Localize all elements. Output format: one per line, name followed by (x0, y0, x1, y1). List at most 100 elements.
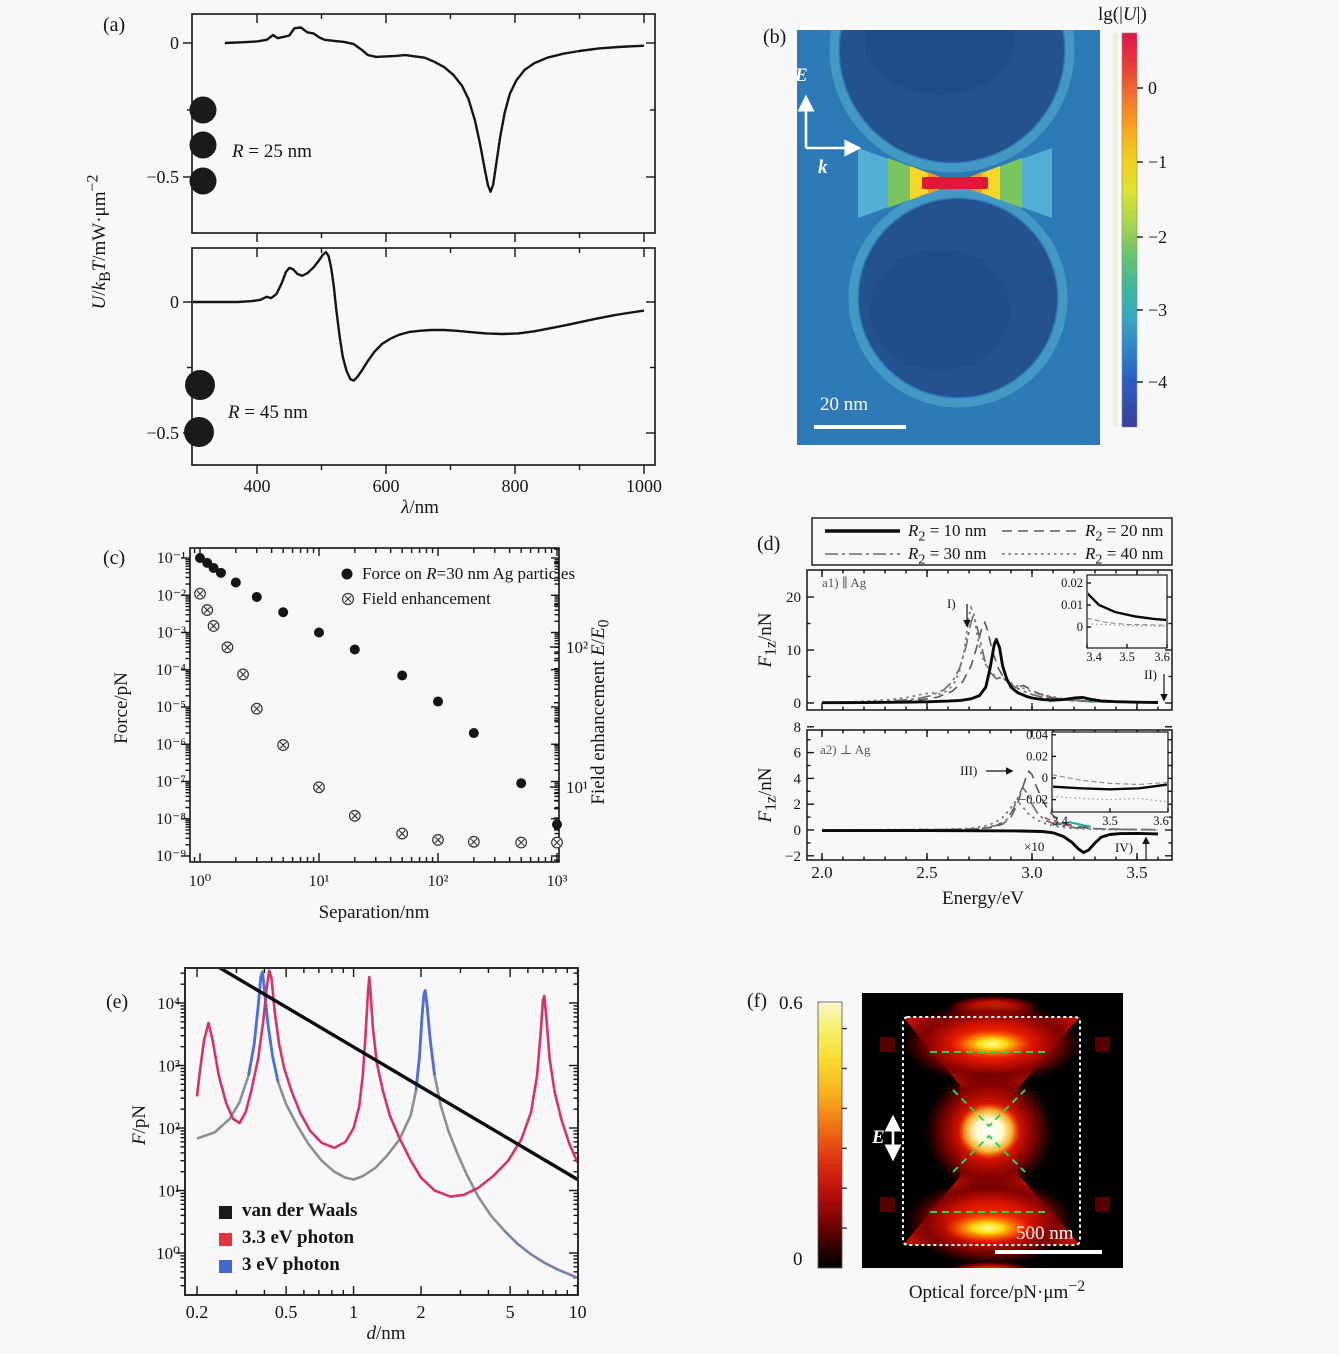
panel-e-label: (e) (106, 991, 129, 1013)
panel-d-legend-r40: R2 = 40 nm (1085, 544, 1164, 568)
svg-text:10⁰: 10⁰ (189, 873, 211, 890)
panel-d-sublabel-a1: a1) ∥ Ag (822, 575, 867, 590)
svg-text:4: 4 (794, 771, 802, 787)
svg-text:3.5: 3.5 (1119, 650, 1135, 664)
svg-text:0.02: 0.02 (1061, 576, 1083, 590)
svg-text:10⁻³: 10⁻³ (157, 625, 186, 642)
svg-text:10: 10 (786, 643, 801, 659)
panel-d-legend-r30: R2 = 30 nm (908, 544, 987, 568)
panel-f-scalebar-label: 500 nm (1016, 1223, 1074, 1244)
panel-d-annotation-x10: ×10 (1024, 839, 1045, 854)
panel-c-ylabel: Force/pN (111, 672, 133, 744)
svg-text:10²: 10² (428, 873, 449, 890)
svg-text:0: 0 (1148, 78, 1157, 98)
panel-e-legend-vdw: van der Waals (242, 1200, 358, 1221)
svg-text:10: 10 (569, 1302, 587, 1322)
svg-text:−3: −3 (1148, 300, 1167, 320)
panel-e-legend-33ev: 3.3 eV photon (242, 1227, 355, 1248)
panel-d-annotation-III: III) (960, 763, 978, 778)
svg-text:0.04: 0.04 (1026, 728, 1049, 742)
svg-text:3.4: 3.4 (1086, 650, 1102, 664)
svg-text:0: 0 (170, 33, 179, 53)
svg-text:−2: −2 (1148, 227, 1167, 247)
panel-a-ylabel: U/kBT/mW·μm−2 (84, 174, 114, 310)
panel-b-colorbar-title: lg(|U|) (1098, 4, 1147, 25)
panel-a-plot: 0 −0.5 0 −0.5 400 600 800 1000 (146, 13, 662, 496)
svg-text:10⁻⁵: 10⁻⁵ (156, 699, 186, 716)
panel-d-annotation-IV: IV) (1115, 840, 1134, 855)
svg-text:1: 1 (349, 1302, 358, 1322)
panel-d-label: (d) (757, 533, 781, 555)
panel-d-sublabel-a2: a2) ⊥ Ag (820, 742, 871, 757)
panel-d-xlabel: Energy/eV (942, 888, 1024, 910)
svg-text:0.5: 0.5 (275, 1302, 298, 1322)
panel-d-annotation-I: I) (947, 596, 956, 611)
svg-text:10⁻⁶: 10⁻⁶ (156, 736, 186, 753)
panel-e-plot: 10⁰ 10¹ 10² 10³ 10⁴ 0.2 0.5 1 2 5 10 (156, 967, 587, 1322)
svg-text:2: 2 (417, 1302, 426, 1322)
panel-d-ylabel-bottom: F1z/nN (754, 767, 780, 823)
svg-text:10²: 10² (566, 638, 588, 657)
svg-text:−0.5: −0.5 (146, 167, 179, 187)
svg-text:0: 0 (794, 823, 802, 839)
panel-e-xlabel: d/nm (366, 1323, 406, 1345)
svg-text:3.6: 3.6 (1154, 650, 1170, 664)
panel-e-legend-3ev: 3 eV photon (242, 1254, 340, 1275)
svg-text:3.4: 3.4 (1052, 814, 1068, 828)
svg-text:−0.5: −0.5 (146, 423, 179, 443)
panel-a-annotation-r45: R = 45 nm (228, 402, 308, 423)
svg-text:0.01: 0.01 (1061, 598, 1083, 612)
svg-text:3.6: 3.6 (1153, 814, 1169, 828)
panel-d-legend-r20: R2 = 20 nm (1085, 521, 1164, 545)
svg-text:0: 0 (1042, 771, 1048, 785)
panel-e-ylabel: F/pN (129, 1104, 151, 1146)
svg-text:3.0: 3.0 (1021, 863, 1042, 882)
svg-text:3.5: 3.5 (1102, 814, 1118, 828)
panel-b-field-map: 0 −1 −2 −3 −4 (797, 30, 1167, 445)
panel-a-label: (a) (103, 14, 126, 36)
panel-d-plot: 0 10 20 −2 0 2 4 6 8 2.0 2.5 3.0 3.5 3.4 3.5 3.6 0 0.01 0.… (785, 517, 1173, 882)
svg-text:−1: −1 (1148, 152, 1167, 172)
svg-text:10³: 10³ (158, 1057, 180, 1076)
svg-text:10¹: 10¹ (309, 873, 330, 890)
svg-text:−2: −2 (785, 849, 801, 865)
svg-text:400: 400 (244, 476, 271, 496)
svg-text:10⁰: 10⁰ (156, 1244, 180, 1263)
panel-b-label: (b) (763, 26, 787, 48)
svg-text:5: 5 (506, 1302, 515, 1322)
panel-b-scalebar-label: 20 nm (820, 394, 869, 415)
panel-c-legend-field: Field enhancement (362, 589, 491, 608)
svg-text:10³: 10³ (547, 873, 568, 890)
panel-f-colorbar-max: 0.6 (779, 993, 803, 1014)
svg-text:6: 6 (794, 746, 802, 762)
panel-f-colorbar-min: 0 (793, 1249, 803, 1270)
panel-d-legend-r10: R2 = 10 nm (908, 521, 987, 545)
svg-text:2.5: 2.5 (916, 863, 937, 882)
panel-f-label: (f) (747, 990, 767, 1012)
svg-text:10⁻¹: 10⁻¹ (157, 550, 186, 567)
svg-text:0.02: 0.02 (1026, 749, 1048, 763)
svg-text:0: 0 (1077, 620, 1083, 634)
svg-text:−4: −4 (1148, 372, 1167, 392)
panel-f-force-map (817, 993, 1123, 1269)
svg-text:2: 2 (794, 797, 802, 813)
panel-d-annotation-II: II) (1144, 667, 1157, 682)
panel-d-ylabel-top: F1z/nN (754, 612, 780, 668)
panel-a-xlabel: λ/nm (401, 497, 439, 519)
svg-text:20: 20 (786, 590, 801, 606)
panel-a-annotation-r25: R = 25 nm (232, 141, 312, 162)
svg-text:8: 8 (794, 720, 802, 736)
svg-text:3.5: 3.5 (1126, 863, 1147, 882)
svg-text:10²: 10² (158, 1119, 180, 1138)
svg-text:10⁻⁷: 10⁻⁷ (156, 774, 186, 791)
svg-text:0.2: 0.2 (186, 1302, 209, 1322)
svg-text:−0.02: −0.02 (1019, 793, 1048, 807)
panel-c-label: (c) (103, 547, 126, 569)
svg-text:0: 0 (794, 696, 802, 712)
svg-text:10⁻²: 10⁻² (157, 587, 186, 604)
svg-text:2.0: 2.0 (811, 863, 832, 882)
panel-c-right-ylabel: Field enhancement E/E0 (587, 619, 613, 805)
svg-text:10¹: 10¹ (566, 778, 588, 797)
